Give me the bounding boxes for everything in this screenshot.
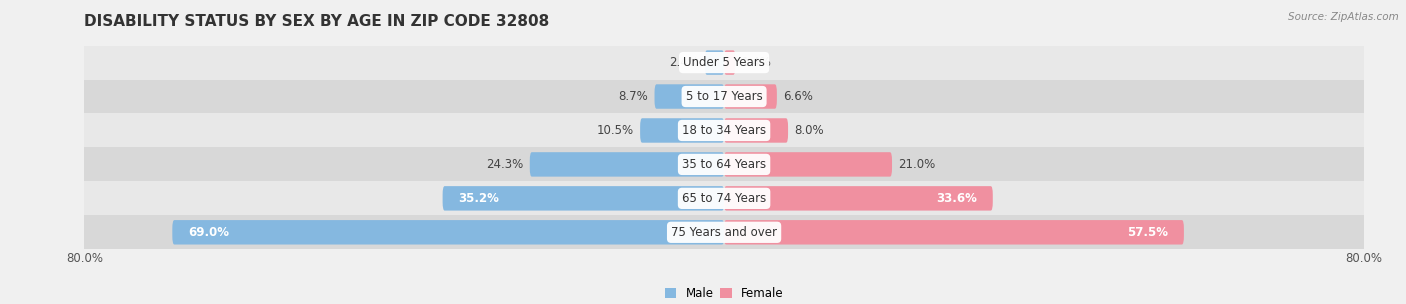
- Bar: [84, 46, 1364, 80]
- Text: 57.5%: 57.5%: [1126, 226, 1168, 239]
- Text: 35.2%: 35.2%: [458, 192, 499, 205]
- Text: 69.0%: 69.0%: [188, 226, 229, 239]
- FancyBboxPatch shape: [640, 118, 724, 143]
- Bar: [84, 80, 1364, 113]
- FancyBboxPatch shape: [530, 152, 724, 177]
- FancyBboxPatch shape: [724, 186, 993, 211]
- Bar: [84, 215, 1364, 249]
- Text: 35 to 64 Years: 35 to 64 Years: [682, 158, 766, 171]
- FancyBboxPatch shape: [724, 84, 778, 109]
- FancyBboxPatch shape: [724, 152, 891, 177]
- Text: 65 to 74 Years: 65 to 74 Years: [682, 192, 766, 205]
- Text: 2.4%: 2.4%: [669, 56, 699, 69]
- FancyBboxPatch shape: [724, 50, 735, 75]
- FancyBboxPatch shape: [173, 220, 724, 244]
- FancyBboxPatch shape: [443, 186, 724, 211]
- FancyBboxPatch shape: [724, 118, 787, 143]
- Text: 8.7%: 8.7%: [619, 90, 648, 103]
- Text: 6.6%: 6.6%: [783, 90, 813, 103]
- Text: DISABILITY STATUS BY SEX BY AGE IN ZIP CODE 32808: DISABILITY STATUS BY SEX BY AGE IN ZIP C…: [84, 14, 550, 29]
- Text: 10.5%: 10.5%: [596, 124, 634, 137]
- Text: 1.4%: 1.4%: [742, 56, 772, 69]
- Text: 21.0%: 21.0%: [898, 158, 935, 171]
- Text: 8.0%: 8.0%: [794, 124, 824, 137]
- Bar: [84, 181, 1364, 215]
- Bar: [84, 113, 1364, 147]
- Legend: Male, Female: Male, Female: [665, 287, 783, 300]
- Text: 75 Years and over: 75 Years and over: [671, 226, 778, 239]
- Text: Under 5 Years: Under 5 Years: [683, 56, 765, 69]
- Text: Source: ZipAtlas.com: Source: ZipAtlas.com: [1288, 12, 1399, 22]
- Text: 33.6%: 33.6%: [936, 192, 977, 205]
- FancyBboxPatch shape: [724, 220, 1184, 244]
- Text: 24.3%: 24.3%: [486, 158, 523, 171]
- Bar: [84, 147, 1364, 181]
- FancyBboxPatch shape: [655, 84, 724, 109]
- Text: 18 to 34 Years: 18 to 34 Years: [682, 124, 766, 137]
- FancyBboxPatch shape: [704, 50, 724, 75]
- Text: 5 to 17 Years: 5 to 17 Years: [686, 90, 762, 103]
